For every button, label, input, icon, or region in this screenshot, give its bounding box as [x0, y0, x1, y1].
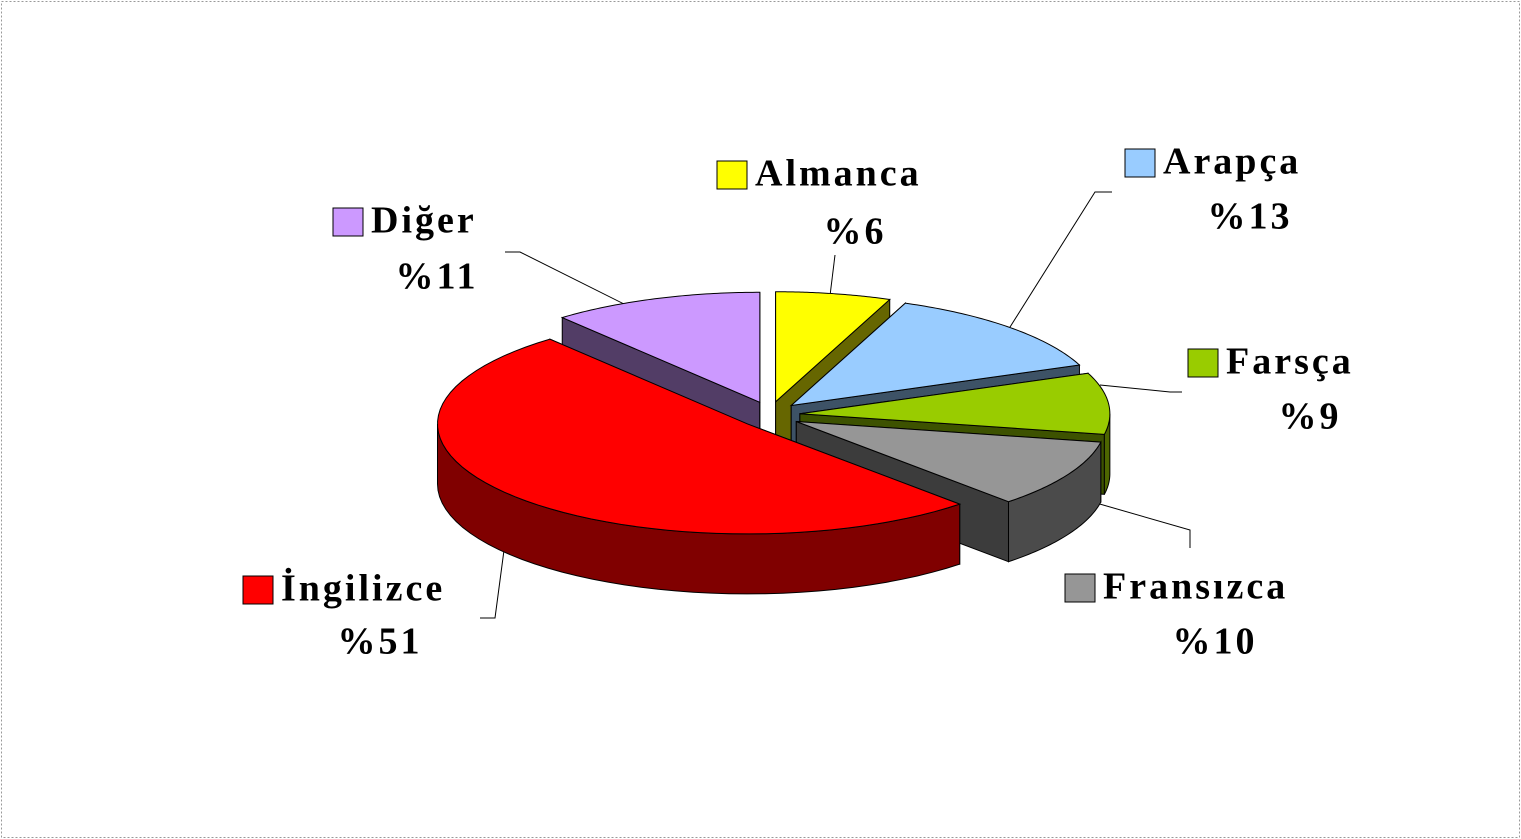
- leader-line: [1099, 384, 1182, 393]
- legend-swatch: [332, 207, 364, 237]
- value-label: %10: [1173, 621, 1258, 663]
- legend-swatch: [1187, 348, 1219, 378]
- slice: [437, 338, 962, 535]
- legend-swatch: [1064, 573, 1096, 603]
- value-label: %51: [338, 621, 423, 663]
- category-label: Almanca: [755, 153, 922, 195]
- leader-line: [1004, 191, 1112, 336]
- legend-swatch: [1124, 148, 1156, 178]
- slice: [789, 302, 1081, 407]
- legend-swatch: [242, 575, 274, 605]
- leader-line: [1057, 491, 1191, 548]
- category-label: Fransızca: [1103, 566, 1288, 608]
- slice: [775, 291, 891, 403]
- legend-swatch: [716, 160, 748, 190]
- category-label: İngilizce: [281, 568, 445, 610]
- pie: [436, 291, 1111, 595]
- slice: [796, 421, 1102, 503]
- slice: [799, 372, 1111, 435]
- value-label: %11: [396, 256, 479, 298]
- category-label: Diğer: [371, 200, 477, 242]
- category-label: Arapça: [1163, 141, 1301, 183]
- value-label: %13: [1208, 196, 1293, 238]
- slice: [560, 291, 761, 404]
- value-label: %9: [1279, 396, 1342, 438]
- leader-line: [505, 251, 653, 319]
- value-label: %6: [824, 211, 887, 253]
- category-label: Farsça: [1226, 341, 1354, 383]
